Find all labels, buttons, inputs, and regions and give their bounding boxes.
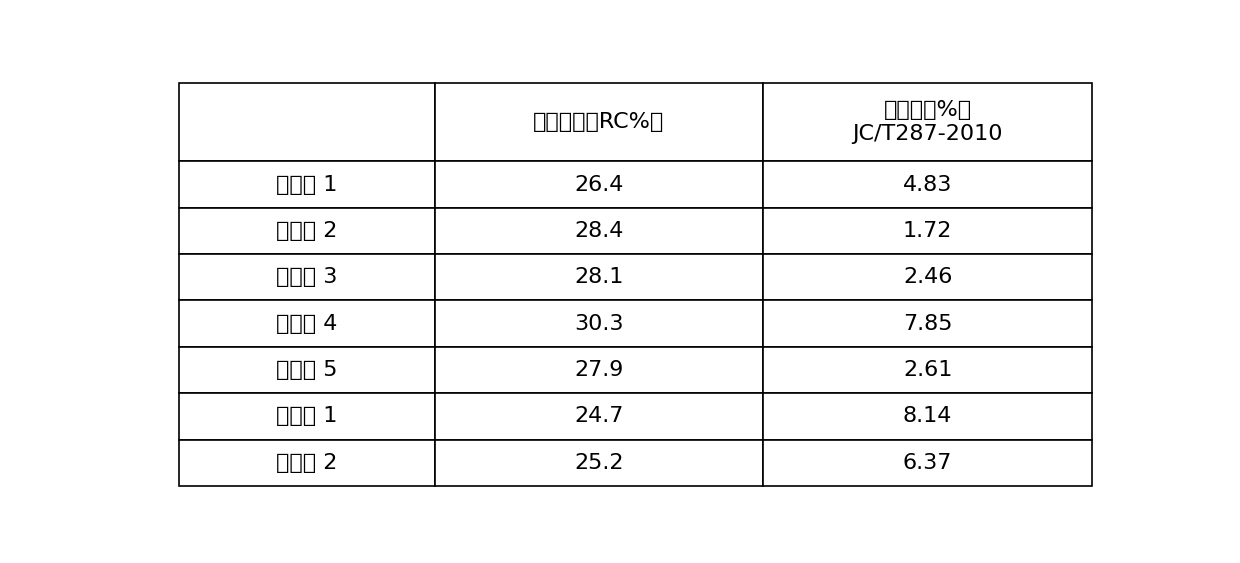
Text: 6.37: 6.37 (903, 453, 952, 473)
Bar (179, 393, 435, 440)
Bar (179, 254, 435, 301)
Bar (179, 208, 435, 254)
Text: 对比例 1: 对比例 1 (277, 406, 337, 426)
Bar (179, 301, 435, 347)
Text: 28.1: 28.1 (574, 267, 624, 287)
Text: 2.61: 2.61 (903, 360, 952, 380)
Bar (764, 83, 1092, 162)
Text: 实施例 1: 实施例 1 (277, 175, 337, 195)
Text: 实施例 4: 实施例 4 (277, 314, 337, 334)
Bar (764, 254, 1092, 301)
Bar (435, 208, 764, 254)
Text: 空隙率（%）
JC/T287-2010: 空隙率（%） JC/T287-2010 (852, 100, 1003, 144)
Text: 树脂含量（RC%）: 树脂含量（RC%） (533, 112, 665, 132)
Bar (435, 83, 764, 162)
Text: 2.46: 2.46 (903, 267, 952, 287)
Bar (764, 162, 1092, 208)
Text: 实施例 3: 实施例 3 (277, 267, 337, 287)
Bar (179, 83, 435, 162)
Text: 25.2: 25.2 (574, 453, 624, 473)
Text: 8.14: 8.14 (903, 406, 952, 426)
Bar (435, 393, 764, 440)
Text: 27.9: 27.9 (574, 360, 624, 380)
Text: 26.4: 26.4 (574, 175, 624, 195)
Bar (764, 301, 1092, 347)
Bar (764, 440, 1092, 486)
Bar (764, 208, 1092, 254)
Bar (764, 393, 1092, 440)
Text: 7.85: 7.85 (903, 314, 952, 334)
Bar (435, 440, 764, 486)
Bar (179, 347, 435, 393)
Bar (435, 254, 764, 301)
Text: 实施例 2: 实施例 2 (277, 221, 337, 241)
Bar (435, 301, 764, 347)
Text: 1.72: 1.72 (903, 221, 952, 241)
Text: 24.7: 24.7 (574, 406, 624, 426)
Text: 对比例 2: 对比例 2 (277, 453, 337, 473)
Bar (435, 347, 764, 393)
Bar (179, 440, 435, 486)
Text: 4.83: 4.83 (903, 175, 952, 195)
Bar (179, 162, 435, 208)
Text: 实施例 5: 实施例 5 (277, 360, 337, 380)
Text: 28.4: 28.4 (574, 221, 624, 241)
Bar (435, 162, 764, 208)
Bar (764, 347, 1092, 393)
Text: 30.3: 30.3 (574, 314, 624, 334)
